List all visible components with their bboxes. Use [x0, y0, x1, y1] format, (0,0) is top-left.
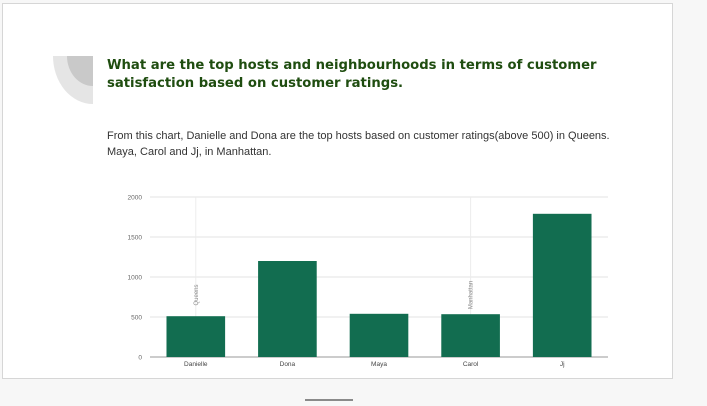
- decorative-arc-icon: [53, 56, 93, 104]
- y-tick-label: 1500: [128, 235, 143, 242]
- y-tick-label: 500: [131, 315, 142, 322]
- x-tick-label: Dona: [280, 361, 296, 368]
- bar-maya: [349, 313, 409, 357]
- bar-danielle: [166, 316, 226, 357]
- x-tick-label: Jj: [560, 361, 565, 368]
- bar-dona: [258, 261, 317, 357]
- y-tick-label: 1000: [128, 275, 143, 282]
- y-tick-label: 0: [138, 355, 142, 362]
- x-tick-label: Maya: [371, 361, 387, 368]
- slide-body-text: From this chart, Danielle and Dona are t…: [107, 130, 610, 158]
- scroll-indicator: [305, 399, 353, 401]
- bar-carol: [441, 314, 500, 357]
- bar-jj: [532, 213, 592, 357]
- deco-inner-arc: [67, 56, 93, 86]
- group-label: Queens: [194, 284, 200, 305]
- bar-chart-svg: 0 500 1000 1500 2000 Queens Manhattan Danielle D…: [128, 195, 608, 368]
- y-tick-label: 2000: [128, 195, 143, 202]
- slide: What are the top hosts and neighbourhood…: [2, 3, 673, 379]
- slide-heading: What are the top hosts and neighbourhood…: [107, 58, 597, 91]
- x-tick-label: Carol: [463, 361, 479, 368]
- group-label: Manhattan: [469, 281, 475, 309]
- x-tick-label: Danielle: [184, 361, 208, 368]
- bar-chart: 0 500 1000 1500 2000 Queens Manhattan Danielle D…: [113, 186, 613, 372]
